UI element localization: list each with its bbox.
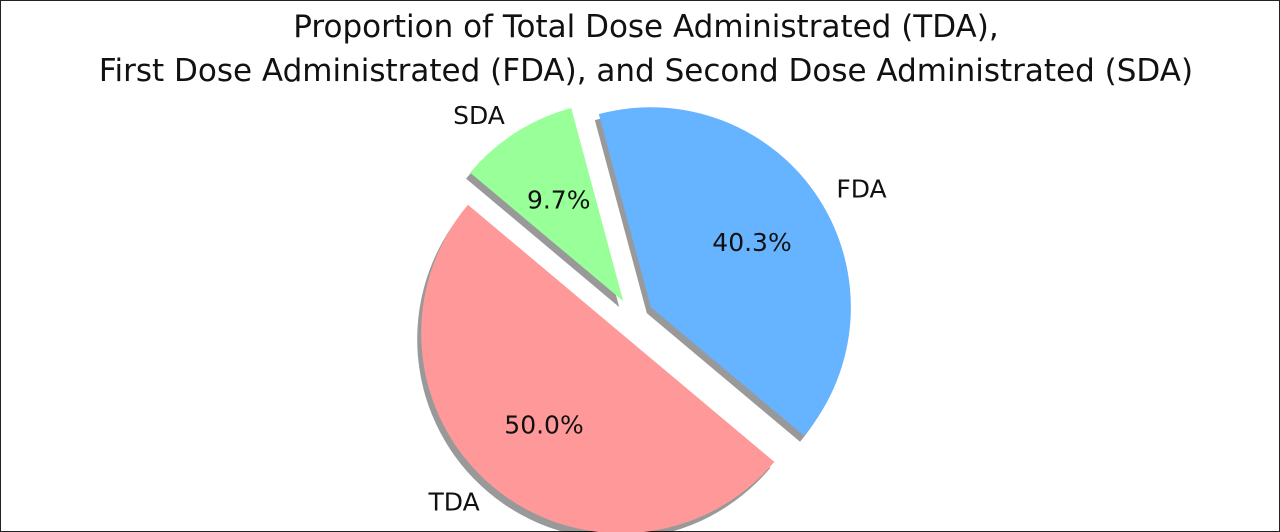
- slice-percent-tda: 50.0%: [504, 411, 583, 440]
- pie-slice-sda: [470, 108, 624, 302]
- slice-label-tda: TDA: [428, 487, 480, 516]
- slice-label-fda: FDA: [836, 174, 886, 203]
- pie-slices: [421, 107, 851, 532]
- chart-title-line-1: Proportion of Total Dose Administrated (…: [293, 9, 999, 45]
- pie-labels: TDA 50.0% FDA 40.3% SDA 9.7%: [428, 101, 887, 516]
- chart-title: Proportion of Total Dose Administrated (…: [1, 5, 1280, 93]
- pie-slice-fda: [598, 107, 851, 436]
- slice-label-sda: SDA: [453, 101, 505, 130]
- slice-percent-sda: 9.7%: [527, 185, 591, 214]
- pie-slice-tda: [421, 204, 775, 532]
- slice-percent-fda: 40.3%: [712, 228, 791, 257]
- chart-title-line-2: First Dose Administrated (FDA), and Seco…: [98, 53, 1194, 89]
